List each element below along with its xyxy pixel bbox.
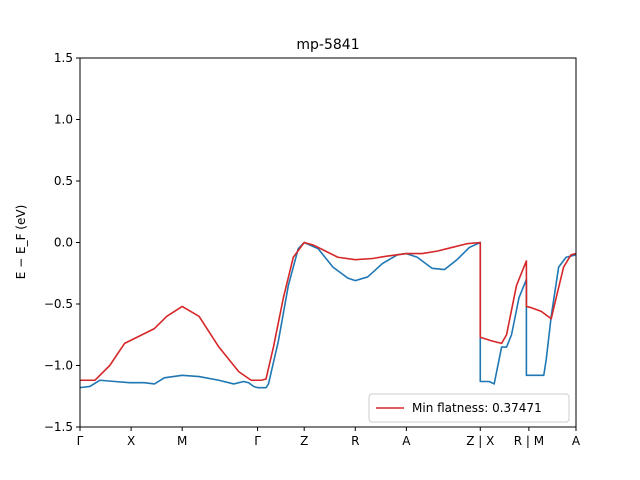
series-line-red (80, 241, 576, 382)
legend-box (368, 393, 570, 423)
y-tick-label: 0.0 (54, 236, 73, 250)
x-tick-label: Z (300, 434, 308, 448)
y-tick-label: −0.5 (44, 297, 73, 311)
y-tick-label: −1.0 (44, 359, 73, 373)
x-tick-label: Γ (77, 434, 84, 448)
series-layer (80, 241, 576, 389)
x-tick-label: R (351, 434, 359, 448)
chart-title: mp-5841 (296, 37, 359, 53)
legend: Min flatness: 0.37471 (368, 393, 570, 423)
x-tick-label: X (127, 434, 135, 448)
y-axis-label: E − E_F (eV) (14, 205, 28, 280)
y-tick-label: 1.0 (54, 113, 73, 127)
y-tick-label: 1.5 (54, 51, 73, 65)
x-tick-label: R | M (514, 434, 544, 448)
x-tick-label: Z | X (466, 434, 494, 448)
x-tick-label: A (402, 434, 411, 448)
series-line-blue (80, 241, 576, 389)
y-tick-label: 0.5 (54, 174, 73, 188)
x-tick-label: Γ (254, 434, 261, 448)
y-tick-label: −1.5 (44, 420, 73, 434)
x-tick-label: A (572, 434, 581, 448)
legend-entry: Min flatness: 0.37471 (412, 401, 542, 415)
x-tick-label: M (177, 434, 187, 448)
plot-frame (79, 57, 577, 428)
ticks-layer: −1.5 −1.0 −0.5 0.0 0.5 1.0 1.5 Γ X M Γ Z R A Z | X R | … (44, 51, 581, 448)
